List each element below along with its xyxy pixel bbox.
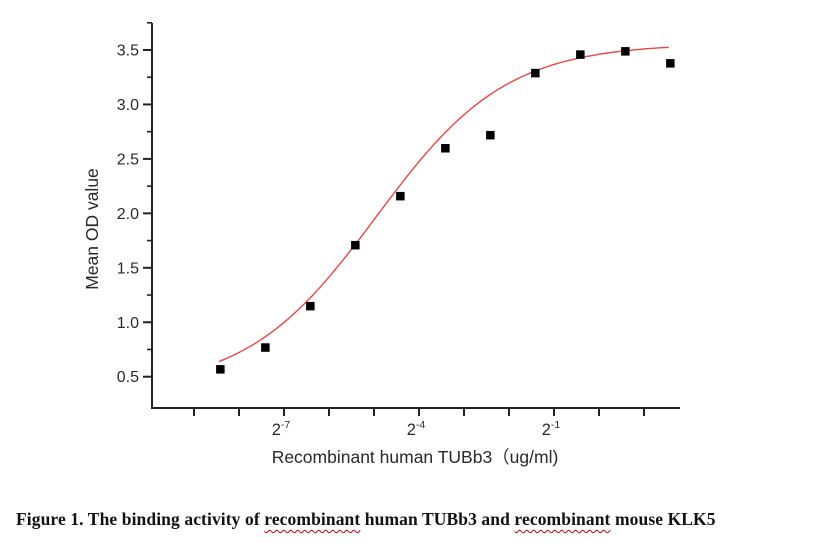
x-tick-label: 2-1 (542, 419, 561, 439)
data-point (261, 343, 270, 352)
x-tick-label: 2-7 (272, 419, 291, 439)
data-point (396, 191, 405, 201)
y-tick-label: 2.5 (117, 151, 139, 168)
data-point (306, 301, 315, 311)
x-tick-label: 2-4 (407, 419, 426, 439)
data-points (216, 47, 675, 374)
caption-word-squiggle: recombinant (514, 509, 611, 529)
data-point (441, 144, 450, 153)
y-tick-label: 2.0 (117, 206, 139, 223)
data-point (531, 68, 540, 78)
data-point (486, 130, 495, 140)
chart-area: 0.5 1.0 1.5 2.0 2.5 3.0 3.5 2-7 2-4 2-1 Mean OD va… (82, 21, 680, 467)
y-tick-label: 3.0 (117, 97, 139, 114)
y-tick-label: 3.5 (117, 43, 139, 60)
binding-activity-chart: 0.5 1.0 1.5 2.0 2.5 3.0 3.5 2-7 2-4 2-1 Mean OD va… (82, 21, 680, 467)
y-tick-label: 0.5 (117, 369, 139, 386)
figure-caption: Figure 1. The binding activity of recomb… (16, 509, 806, 530)
data-point (621, 47, 630, 56)
caption-word-squiggle: recombinant (264, 509, 361, 529)
data-point (351, 240, 360, 250)
x-axis-title: Recombinant human TUBb3（ug/ml) (272, 447, 559, 467)
y-axis-ticks: 0.5 1.0 1.5 2.0 2.5 3.0 3.5 (117, 21, 152, 386)
data-point (216, 365, 225, 374)
x-axis-ticks: 2-7 2-4 2-1 (193, 408, 645, 439)
y-tick-label: 1.5 (117, 260, 139, 277)
caption-text: human TUBb3 and (360, 509, 515, 529)
caption-text: mouse KLK5 (610, 509, 716, 529)
y-axis-title: Mean OD value (82, 168, 102, 290)
axes (151, 23, 680, 409)
caption-text: Figure 1. The binding activity of (16, 509, 265, 529)
fit-curve (218, 46, 669, 363)
data-point (666, 59, 675, 68)
data-point (576, 50, 585, 59)
y-tick-label: 1.0 (117, 315, 139, 332)
